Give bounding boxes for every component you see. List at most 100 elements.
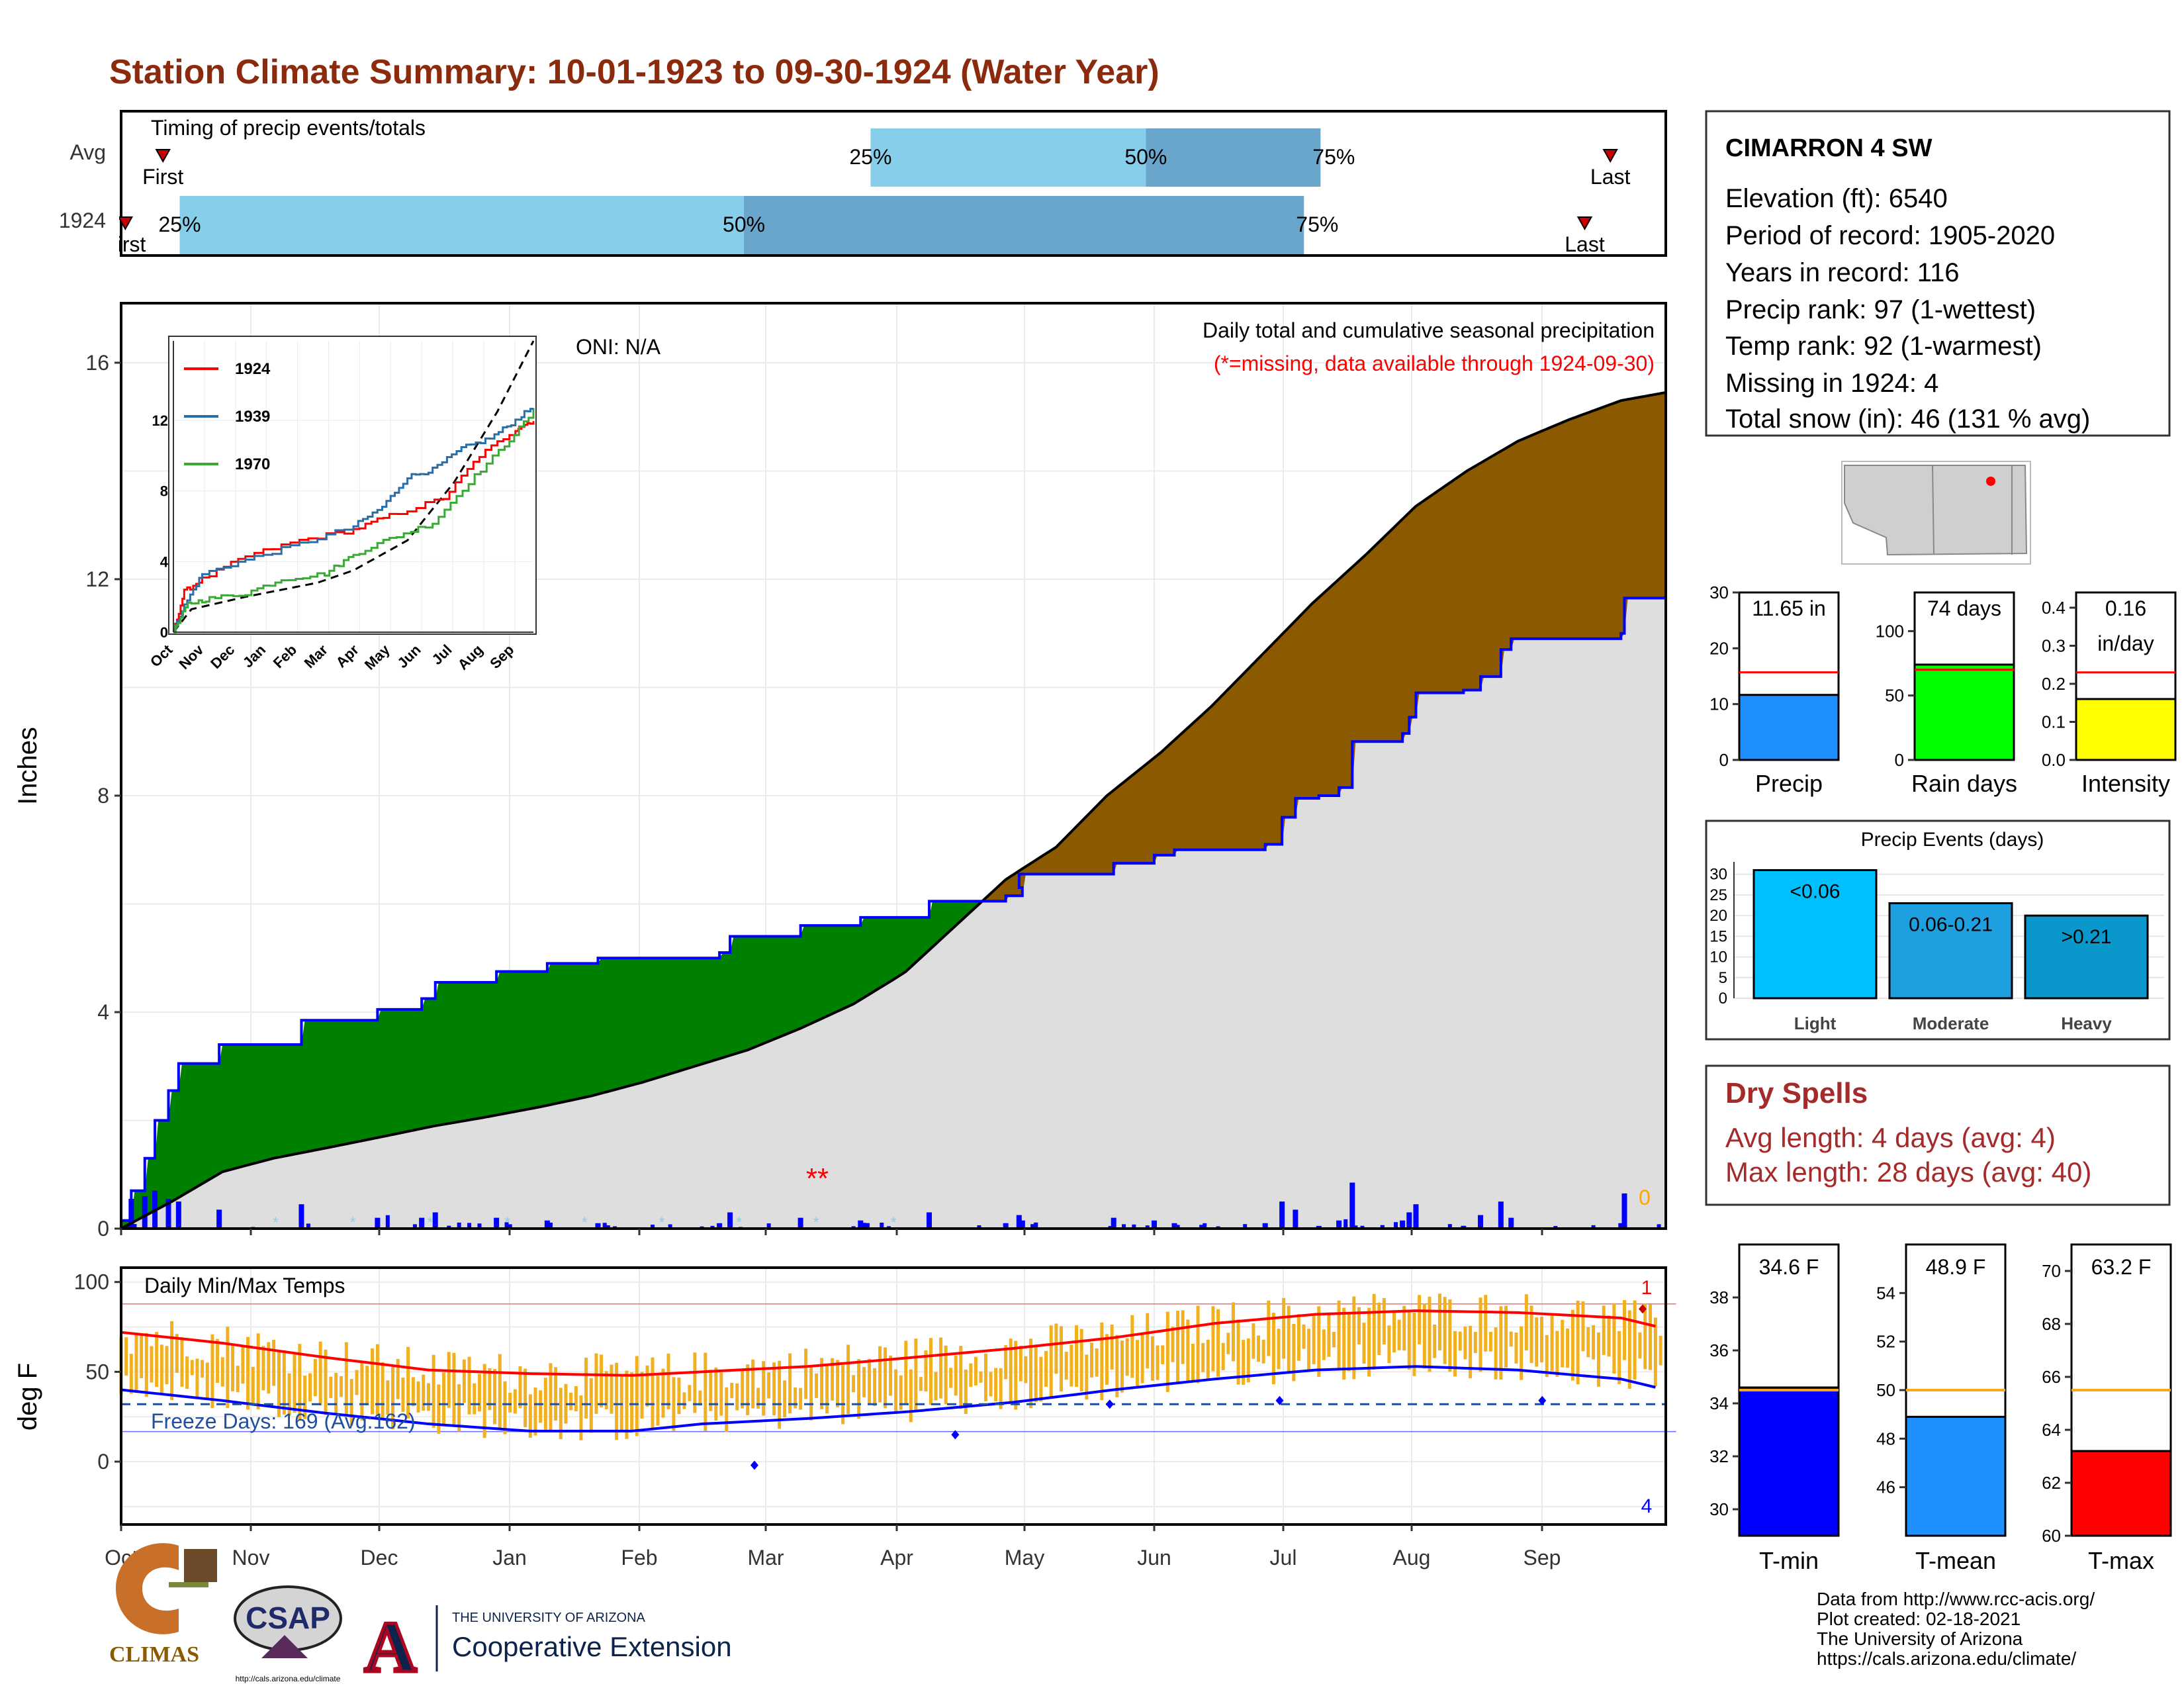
daily-temp-bar [625, 1370, 629, 1439]
daily-temp-bar [1004, 1345, 1008, 1380]
daily-temp-bar [1236, 1319, 1240, 1385]
oni-label: ONI: N/A [576, 335, 661, 359]
daily-temp-bar [150, 1346, 154, 1383]
mini-temp-label-0: T-min [1759, 1547, 1819, 1574]
timing-bar-50-75 [744, 196, 1304, 254]
daily-temp-bar [365, 1366, 369, 1405]
mini-temp-bar-2 [2070, 1450, 2172, 1537]
daily-precip-bar [797, 1217, 803, 1229]
daily-temp-bar [610, 1364, 614, 1414]
record-min-count: 4 [1641, 1495, 1653, 1517]
mini-temp-tick-label: 38 [1709, 1288, 1729, 1307]
daily-temp-bar [401, 1378, 405, 1412]
daily-temp-bar [411, 1377, 415, 1407]
timing-q50-label: 50% [723, 212, 765, 236]
daily-temp-bar [462, 1359, 466, 1403]
dry-spells-max: Max length: 28 days (avg: 40) [1725, 1156, 2091, 1188]
daily-precip-bar [306, 1223, 310, 1229]
daily-temp-bar [762, 1361, 766, 1416]
daily-temp-bar [1075, 1325, 1079, 1387]
daily-temp-bar [714, 1367, 718, 1421]
daily-temp-bar [231, 1346, 235, 1391]
daily-precip-bar [926, 1212, 932, 1229]
daily-temp-bar [1246, 1338, 1250, 1383]
daily-precip-bar [175, 1201, 181, 1229]
daily-temp-bar [783, 1380, 787, 1417]
daily-temp-bar [1009, 1338, 1013, 1403]
csap-text: CSAP [246, 1601, 330, 1635]
daily-temp-bar [180, 1337, 184, 1387]
daily-precip-bar [1406, 1212, 1412, 1229]
events-tick-label: 20 [1709, 907, 1727, 925]
daily-precip-bar [142, 1196, 148, 1229]
daily-precip-bar [865, 1223, 870, 1229]
daily-precip-bar [727, 1212, 733, 1229]
snow-day-marker: * [350, 1214, 356, 1231]
daily-temp-bar [1251, 1323, 1255, 1359]
mini-precip-tick-label: 0.2 [2042, 674, 2066, 694]
daily-temp-bar [604, 1371, 608, 1409]
daily-temp-bar [1352, 1296, 1356, 1380]
daily-temp-bar [256, 1333, 260, 1409]
daily-temp-bar [831, 1358, 835, 1401]
daily-temp-bar [841, 1365, 845, 1425]
daily-temp-bar [1034, 1346, 1038, 1403]
daily-temp-bar [709, 1370, 713, 1411]
daily-temp-bar [719, 1372, 723, 1416]
daily-temp-bar [836, 1360, 840, 1408]
daily-temp-bar [422, 1374, 426, 1411]
daily-temp-bar [488, 1368, 492, 1411]
daily-temp-bar [493, 1369, 497, 1425]
daily-temp-bar [615, 1362, 619, 1440]
record-high-marker [1638, 1304, 1647, 1314]
snow-day-marker: * [504, 1214, 510, 1231]
daily-temp-bar [1529, 1305, 1533, 1363]
daily-temp-bar [751, 1359, 755, 1409]
events-bar-moderate [1888, 902, 2013, 1000]
daily-temp-bar [852, 1375, 856, 1393]
daily-temp-bar [236, 1366, 240, 1393]
events-bar-light [1752, 868, 1878, 1000]
daily-temp-bar [1437, 1293, 1441, 1350]
daily-temp-bar [1535, 1317, 1539, 1367]
daily-temp-bar [1586, 1327, 1590, 1358]
record-low-marker [951, 1430, 960, 1440]
daily-temp-bar [432, 1354, 435, 1428]
mini-precip-bar-0 [1738, 694, 1840, 761]
daily-temp-bar [1024, 1356, 1028, 1383]
daily-precip-bar [432, 1212, 438, 1229]
mini-precip-tick-label: 0.3 [2042, 636, 2066, 656]
record-low-marker [1105, 1399, 1114, 1409]
daily-temp-bar [820, 1358, 824, 1409]
daily-temp-bar [1377, 1302, 1381, 1355]
timing-row-label-avg: Avg [69, 140, 106, 164]
daily-precip-bar [1621, 1193, 1627, 1229]
month-label: Sep [1524, 1546, 1561, 1570]
daily-temp-bar [878, 1346, 882, 1403]
mini-temp-tick-label: 34 [1709, 1393, 1729, 1413]
mini-temp-tick-label: 50 [1876, 1380, 1895, 1400]
mini-precip-tick-label: 0.0 [2042, 750, 2066, 770]
daily-precip-bar [1349, 1182, 1355, 1229]
daily-temp-bar [293, 1354, 296, 1413]
daily-precip-bar [1243, 1224, 1248, 1229]
daily-temp-bar [1271, 1313, 1275, 1385]
events-tick-label: 0 [1719, 990, 1727, 1008]
daily-temp-bar [442, 1372, 446, 1425]
events-tick-label: 25 [1709, 886, 1727, 904]
timing-title: Timing of precip events/totals [151, 116, 426, 140]
daily-temp-bar [635, 1356, 639, 1436]
daily-temp-bar [1014, 1340, 1018, 1410]
daily-temp-bar [594, 1353, 598, 1414]
temp-panel: 0 50 100 deg F Daily Min/Max Temps Freeze … [13, 1266, 1676, 1526]
daily-temp-bar [329, 1376, 333, 1398]
daily-temp-bar [645, 1365, 649, 1407]
daily-precip-bar [1175, 1225, 1180, 1229]
mini-precip-bar-2 [2075, 698, 2177, 761]
daily-temp-bar [533, 1387, 537, 1436]
inset-series-line-1970 [173, 409, 535, 633]
daily-temp-bar [386, 1380, 390, 1415]
daily-temp-bar [1231, 1302, 1235, 1362]
university-of-arizona-logo: A THE UNIVERSITY OF ARIZONA Cooperative … [363, 1605, 732, 1688]
daily-precip-bar [1591, 1225, 1596, 1229]
